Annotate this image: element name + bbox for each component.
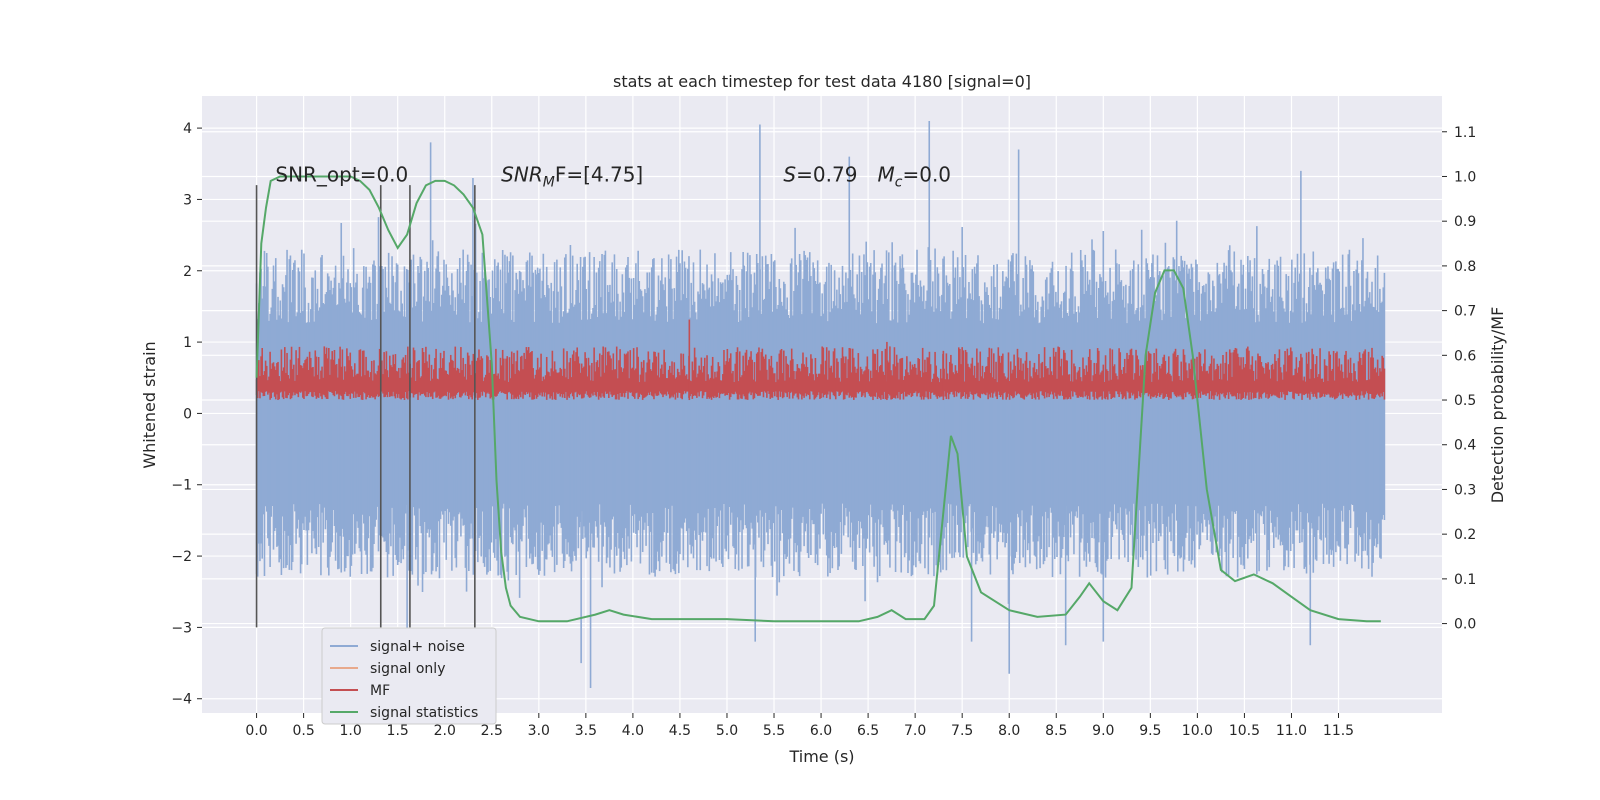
x-tick-label: 7.5 [951, 723, 973, 739]
x-tick-label: 4.5 [669, 723, 691, 739]
x-tick-label: 6.5 [857, 723, 879, 739]
signal-statistics-series [255, 175, 1381, 623]
y-right-tick-label: 1.0 [1454, 169, 1476, 185]
x-tick-label: 2.0 [434, 723, 456, 739]
x-tick-label: 8.5 [1045, 723, 1067, 739]
legend-label-4: signal statistics [370, 705, 478, 721]
y-left-tick-label: 4 [183, 121, 192, 137]
y-right-tick-label: 0.3 [1454, 482, 1476, 498]
x-tick-label: 1.5 [387, 723, 409, 739]
x-tick-label: 11.0 [1276, 723, 1307, 739]
x-tick-label: 1.0 [340, 723, 362, 739]
x-tick-label: 0.5 [292, 723, 314, 739]
x-tick-label: 10.0 [1182, 723, 1213, 739]
y-left-ticks: −4 −3 −2 −1 0 1 2 3 4 [171, 121, 202, 708]
y-left-tick-label: −4 [171, 692, 192, 708]
annotation-2: SNRMF=[4.75] [501, 163, 643, 191]
y-right-ticks: 0.0 0.1 0.2 0.3 0.4 0.5 0.6 0.7 0.8 0.9 1.0 1.1 [1442, 125, 1476, 633]
y-right-tick-label: 0.9 [1454, 214, 1476, 230]
y-right-tick-label: 0.6 [1454, 348, 1476, 364]
x-axis-ticks: 0.0 0.5 1.0 1.5 2.0 2.5 3.0 3.5 4.0 4.5 5.0 5.5 6.0 6… [245, 713, 1354, 739]
y-right-tick-label: 0.0 [1454, 617, 1476, 633]
y-left-tick-label: 2 [183, 264, 192, 280]
x-tick-label: 3.0 [528, 723, 550, 739]
y-right-tick-label: 0.4 [1454, 438, 1476, 454]
y-left-tick-label: −2 [171, 549, 192, 565]
y-axis-left-label: Whitened strain [140, 341, 159, 468]
legend: signal+ noise signal only MF signal statist… [321, 627, 497, 725]
annotation-3: S=0.79 [783, 163, 857, 187]
x-tick-label: 5.0 [716, 723, 738, 739]
y-left-tick-label: 3 [183, 192, 192, 208]
y-right-tick-label: 0.5 [1454, 393, 1476, 409]
legend-box [321, 627, 497, 725]
x-tick-label: 4.0 [622, 723, 644, 739]
y-right-tick-label: 0.2 [1454, 527, 1476, 543]
y-left-tick-label: 1 [183, 335, 192, 351]
legend-label-3: MF [370, 683, 390, 699]
annotation-4: Mc=0.0 [878, 163, 952, 191]
vertical-markers [255, 185, 476, 628]
legend-label-1: signal+ noise [370, 639, 465, 655]
legend-label-2: signal only [370, 661, 445, 677]
annotation-1: SNR_opt=0.0 [275, 163, 408, 187]
y-right-tick-label: 0.1 [1454, 572, 1476, 588]
y-right-tick-label: 1.1 [1454, 125, 1476, 141]
x-tick-label: 11.5 [1323, 723, 1354, 739]
signal-statistics-line [255, 175, 1381, 623]
y-left-tick-label: −3 [171, 620, 192, 636]
y-right-tick-label: 0.7 [1454, 304, 1476, 320]
x-tick-label: 3.5 [575, 723, 597, 739]
x-tick-label: 10.5 [1229, 723, 1260, 739]
x-tick-label: 2.5 [481, 723, 503, 739]
x-tick-label: 7.0 [904, 723, 926, 739]
y-right-tick-label: 0.8 [1454, 259, 1476, 275]
y-left-tick-label: 0 [183, 406, 192, 422]
chart-title: stats at each timestep for test data 418… [613, 72, 1031, 91]
x-tick-label: 8.0 [998, 723, 1020, 739]
y-axis-right-label: Detection probability/MF [1488, 307, 1507, 504]
x-tick-label: 6.0 [810, 723, 832, 739]
x-tick-label: 5.5 [763, 723, 785, 739]
x-tick-label: 9.0 [1092, 723, 1114, 739]
annotations: SNR_opt=0.0 SNRMF=[4.75] S=0.79 Mc=0.0 [275, 163, 951, 191]
x-tick-label: 0.0 [245, 723, 267, 739]
x-tick-label: 9.5 [1139, 723, 1161, 739]
y-left-tick-label: −1 [171, 478, 192, 494]
x-axis-label: Time (s) [788, 747, 854, 766]
